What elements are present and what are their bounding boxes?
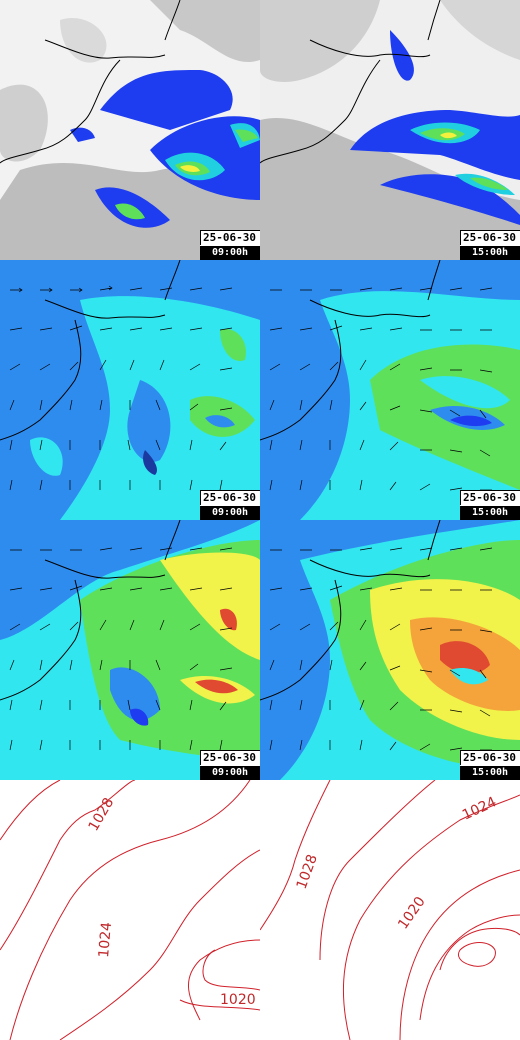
gust-map-0900-graphic bbox=[0, 520, 260, 780]
gust-map-0900[interactable]: 25-06-30 09:00h bbox=[0, 520, 260, 780]
wind-map-0900-graphic bbox=[0, 260, 260, 520]
wind-arrows bbox=[9, 285, 233, 491]
date-label: 25-06-30 bbox=[460, 230, 520, 245]
pressure-map-1500[interactable]: 1028 1024 1020 bbox=[260, 780, 520, 1040]
pressure-map-0900-graphic: 1028 1024 1020 bbox=[0, 780, 260, 1040]
date-label: 25-06-30 bbox=[460, 750, 520, 765]
date-label: 25-06-30 bbox=[200, 490, 260, 505]
wind-map-0900[interactable]: 25-06-30 09:00h bbox=[0, 260, 260, 520]
precip-map-1500-graphic bbox=[260, 0, 520, 260]
timestamp-badge: 25-06-30 09:00h bbox=[200, 490, 260, 520]
time-label: 09:00h bbox=[200, 245, 260, 260]
isobar-lines bbox=[260, 780, 520, 1040]
timestamp-badge: 25-06-30 09:00h bbox=[200, 230, 260, 260]
wind-map-1500-graphic bbox=[260, 260, 520, 520]
time-label: 15:00h bbox=[460, 245, 520, 260]
date-label: 25-06-30 bbox=[460, 490, 520, 505]
isobar-lines bbox=[0, 780, 260, 1040]
date-label: 25-06-30 bbox=[200, 750, 260, 765]
wind-arrows bbox=[269, 547, 493, 751]
precip-map-0900-graphic bbox=[0, 0, 260, 260]
time-label: 15:00h bbox=[460, 765, 520, 780]
wind-arrows bbox=[9, 547, 233, 751]
pressure-map-0900[interactable]: 1028 1024 1020 bbox=[0, 780, 260, 1040]
timestamp-badge: 25-06-30 09:00h bbox=[200, 750, 260, 780]
gust-map-1500-graphic bbox=[260, 520, 520, 780]
wind-arrows bbox=[269, 287, 493, 491]
precip-map-1500[interactable]: 25-06-30 15:00h bbox=[260, 0, 520, 260]
date-label: 25-06-30 bbox=[200, 230, 260, 245]
gust-map-1500[interactable]: 25-06-30 15:00h bbox=[260, 520, 520, 780]
timestamp-badge: 25-06-30 15:00h bbox=[460, 230, 520, 260]
precip-map-0900[interactable]: 25-06-30 09:00h bbox=[0, 0, 260, 260]
isobar-label: 1020 bbox=[220, 992, 256, 1008]
wind-map-1500[interactable]: 25-06-30 15:00h bbox=[260, 260, 520, 520]
timestamp-badge: 25-06-30 15:00h bbox=[460, 750, 520, 780]
time-label: 09:00h bbox=[200, 765, 260, 780]
pressure-map-1500-graphic: 1028 1024 1020 bbox=[260, 780, 520, 1040]
time-label: 15:00h bbox=[460, 505, 520, 520]
isobar-label: 1024 bbox=[96, 921, 115, 958]
timestamp-badge: 25-06-30 15:00h bbox=[460, 490, 520, 520]
time-label: 09:00h bbox=[200, 505, 260, 520]
